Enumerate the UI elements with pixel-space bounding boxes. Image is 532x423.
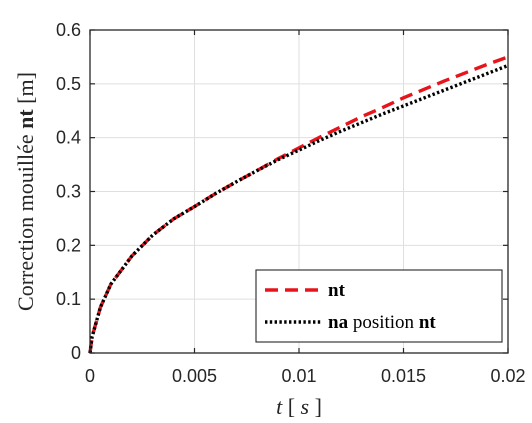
y-axis-label-text: Correction mouillée (13, 134, 38, 311)
x-tick-label: 0.02 (490, 366, 525, 386)
y-tick-label: 0.2 (56, 235, 81, 255)
x-tick-label: 0.015 (381, 366, 426, 386)
y-tick-label: 0.6 (56, 20, 81, 40)
x-axis-bracket-open: [ (288, 394, 295, 419)
y-axis-label: Correction mouillée nt [m] (13, 72, 38, 311)
tick-marks (89, 29, 509, 354)
y-tick-label: 0 (71, 343, 81, 363)
legend-label-nt2: nt (419, 312, 437, 333)
y-tick-label: 0.1 (56, 289, 81, 309)
legend-label-position: position (353, 312, 419, 333)
series-group (88, 55, 509, 354)
series-line-1 (88, 63, 509, 354)
x-axis-bracket-close: ] (315, 394, 322, 419)
x-tick-label: 0 (85, 366, 95, 386)
legend-label-nt: nt (328, 280, 346, 301)
y-tick-label: 0.3 (56, 182, 81, 202)
legend-box (255, 269, 503, 343)
legend-label-na: na (328, 312, 349, 333)
tick-labels: 0 0.005 0.01 0.015 0.02 0 0.1 0.2 0.3 0.4 0.5 0.6 (56, 20, 526, 386)
x-axis-unit: s (301, 394, 310, 419)
x-tick-label: 0.01 (281, 366, 316, 386)
x-tick-label: 0.005 (172, 366, 217, 386)
x-axis-var: t (276, 394, 283, 419)
y-tick-label: 0.4 (56, 128, 81, 148)
legend: nt na position nt (255, 269, 503, 343)
y-axis-label-bold: nt (13, 109, 38, 129)
legend-label-nt-bold: nt (328, 280, 346, 301)
legend-label-na-position-nt: na position nt (328, 312, 436, 333)
y-axis-label-unit: [m] (13, 72, 38, 104)
x-axis-label: t [ s ] (276, 394, 322, 419)
y-tick-label: 0.5 (56, 74, 81, 94)
